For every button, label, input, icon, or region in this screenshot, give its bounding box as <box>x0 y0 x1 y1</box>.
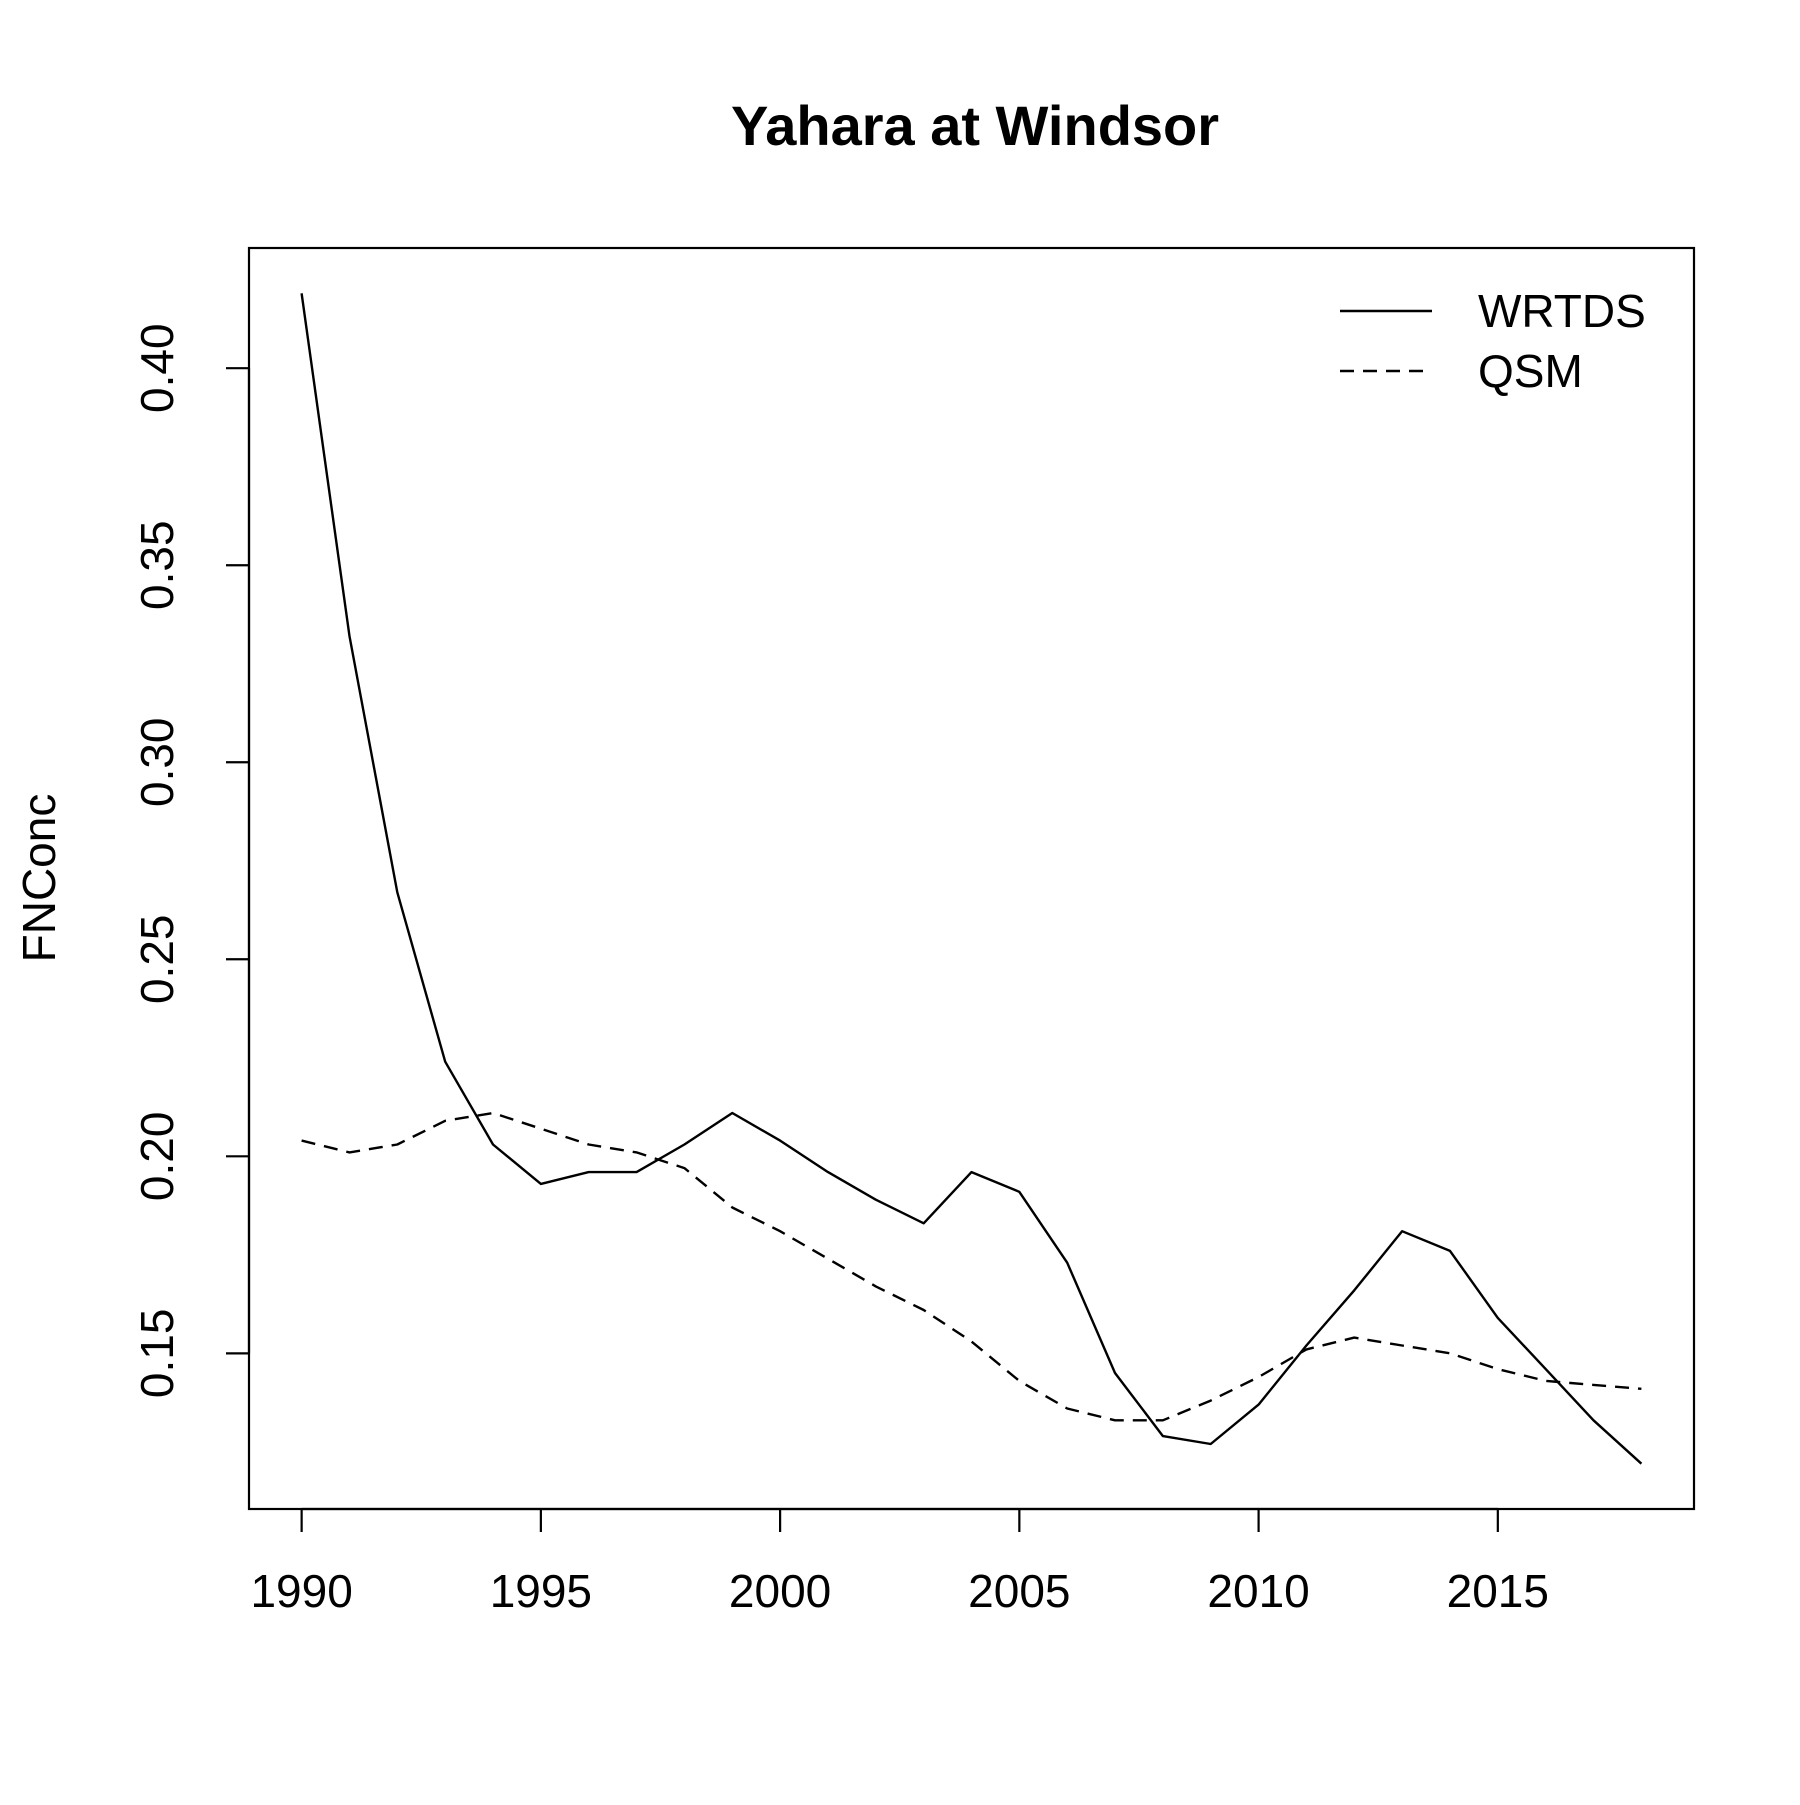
y-axis-label: FNConc <box>13 794 65 963</box>
x-tick-label: 2000 <box>729 1565 831 1617</box>
x-axis: 1990 1995 2000 2005 2010 2015 <box>250 1507 1549 1617</box>
series-layer <box>300 293 1643 1465</box>
x-tick-label: 2010 <box>1207 1565 1309 1617</box>
legend-label-wrtds: WRTDS <box>1478 285 1646 337</box>
y-tick-label: 0.35 <box>131 520 183 610</box>
y-tick-label: 0.20 <box>131 1112 183 1202</box>
x-tick-label: 1995 <box>490 1565 592 1617</box>
chart-title: Yahara at Windsor <box>731 94 1219 157</box>
series-line-qsm <box>301 1111 1642 1422</box>
y-tick-label: 0.40 <box>131 323 183 413</box>
x-tick-label: 2005 <box>968 1565 1070 1617</box>
legend: WRTDS QSM <box>1340 285 1646 397</box>
y-tick-label: 0.30 <box>131 717 183 807</box>
plot-frame <box>247 246 1696 1511</box>
y-tick-label: 0.25 <box>131 915 183 1005</box>
y-tick-label: 0.15 <box>131 1309 183 1399</box>
series-line-wrtds <box>300 293 1643 1465</box>
x-tick-label: 1990 <box>250 1565 352 1617</box>
legend-label-qsm: QSM <box>1478 345 1583 397</box>
x-tick-label: 2015 <box>1447 1565 1549 1617</box>
y-axis: 0.15 0.20 0.25 0.30 0.35 0.40 <box>131 323 251 1399</box>
